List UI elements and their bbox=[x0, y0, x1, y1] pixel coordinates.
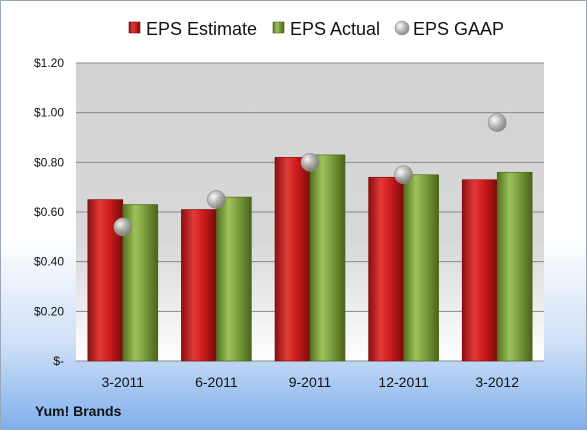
bar-eps-estimate bbox=[368, 176, 404, 362]
x-axis: 3-2011 6-2011 9-2011 12-2011 3-2012 bbox=[102, 374, 520, 390]
legend-swatch bbox=[272, 21, 285, 34]
y-axis: $- $0.20 $0.40 $0.60 $0.80 $1.00 $1.20 bbox=[34, 56, 64, 368]
bar-eps-actual bbox=[216, 196, 252, 362]
gaap-point bbox=[300, 153, 320, 172]
bar-eps-actual bbox=[496, 171, 533, 362]
y-tick-label: $1.20 bbox=[34, 56, 64, 70]
y-tick-label: $0.80 bbox=[34, 155, 64, 169]
gaap-point bbox=[487, 113, 507, 132]
company-name: Yum! Brands bbox=[35, 403, 122, 419]
bars bbox=[87, 154, 533, 362]
legend-label: EPS GAAP bbox=[413, 19, 504, 39]
bar-eps-estimate bbox=[181, 209, 217, 362]
bar-eps-estimate bbox=[274, 157, 311, 362]
bar-eps-actual bbox=[403, 174, 439, 362]
y-tick-label: $0.20 bbox=[34, 304, 64, 318]
category-label: 3-2011 bbox=[102, 374, 145, 390]
legend-label: EPS Actual bbox=[290, 19, 380, 39]
y-tick-label: $1.00 bbox=[34, 106, 64, 120]
y-tick-label: $0.40 bbox=[34, 255, 64, 269]
category-label: 9-2011 bbox=[289, 374, 332, 390]
y-tick-label: $- bbox=[53, 354, 64, 368]
gaap-point bbox=[394, 165, 413, 185]
legend-swatch bbox=[394, 20, 410, 36]
legend-label: EPS Estimate bbox=[146, 19, 257, 39]
gaap-points bbox=[113, 113, 507, 237]
bar-eps-actual bbox=[309, 154, 346, 362]
category-label: 12-2011 bbox=[378, 374, 429, 390]
y-tick-label: $0.60 bbox=[34, 205, 64, 219]
legend-swatch bbox=[128, 21, 141, 34]
category-label: 6-2011 bbox=[195, 374, 238, 390]
category-label: 3-2012 bbox=[475, 374, 519, 390]
gaap-point bbox=[207, 190, 226, 209]
bar-eps-estimate bbox=[461, 179, 498, 362]
gaap-point bbox=[113, 217, 133, 237]
legend: EPS Estimate EPS Actual EPS GAAP bbox=[128, 19, 504, 39]
